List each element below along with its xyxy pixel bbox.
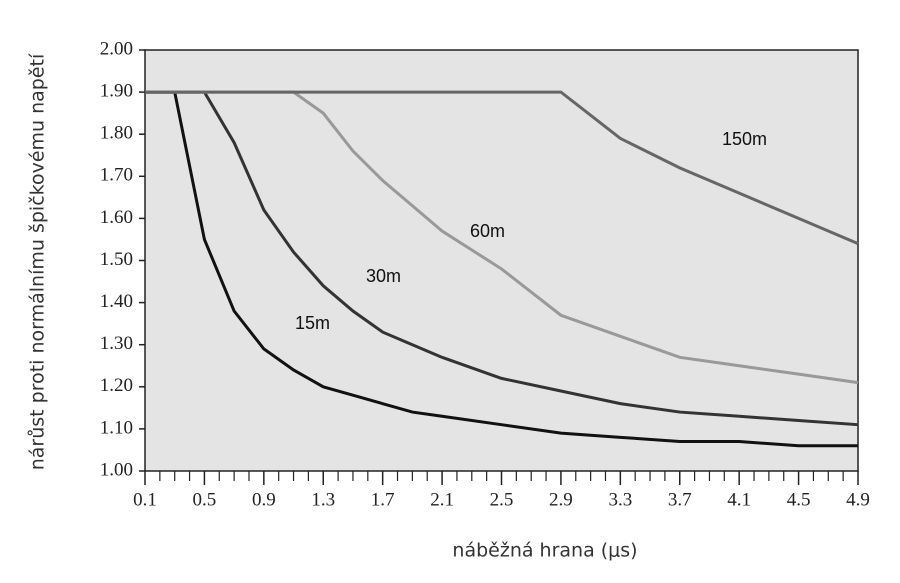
series-label: 150m bbox=[722, 129, 767, 149]
y-tick-label: 1.30 bbox=[100, 333, 133, 354]
x-tick-label: 4.1 bbox=[727, 489, 751, 510]
x-tick-label: 2.1 bbox=[430, 489, 454, 510]
series-line bbox=[145, 90, 859, 427]
x-tick-label: 2.5 bbox=[490, 489, 514, 510]
y-tick-label: 1.60 bbox=[100, 207, 133, 228]
y-tick-label: 1.50 bbox=[100, 249, 133, 270]
x-tick-label: 0.1 bbox=[133, 489, 157, 510]
x-axis-title: náběžná hrana (μs) bbox=[452, 540, 637, 562]
y-tick-label: 1.10 bbox=[100, 417, 133, 438]
series-line bbox=[145, 90, 859, 246]
x-tick-label: 0.9 bbox=[252, 489, 276, 510]
x-tick-label: 3.3 bbox=[608, 489, 632, 510]
series-label: 60m bbox=[470, 221, 505, 241]
y-tick-label: 1.40 bbox=[100, 291, 133, 312]
series-label: 15m bbox=[295, 313, 330, 333]
series-label: 30m bbox=[366, 266, 401, 286]
y-tick-label: 1.00 bbox=[100, 459, 133, 480]
y-tick-label: 1.70 bbox=[100, 165, 133, 186]
x-tick-label: 1.7 bbox=[371, 489, 395, 510]
x-tick-label: 4.5 bbox=[787, 489, 811, 510]
plot-area bbox=[144, 49, 859, 472]
x-tick-label: 4.9 bbox=[846, 489, 870, 510]
x-tick-label: 1.3 bbox=[311, 489, 335, 510]
y-tick-label: 2.00 bbox=[100, 38, 133, 59]
y-tick-label: 1.90 bbox=[100, 80, 133, 101]
y-tick-label: 1.80 bbox=[100, 123, 133, 144]
y-tick-label: 1.20 bbox=[100, 375, 133, 396]
x-tick-label: 3.7 bbox=[668, 489, 692, 510]
y-axis-title: nárůst proti normálnímu špičkovému napět… bbox=[27, 53, 49, 470]
series-line bbox=[145, 90, 858, 448]
x-tick-label: 2.9 bbox=[549, 489, 573, 510]
x-tick-label: 0.5 bbox=[193, 489, 217, 510]
